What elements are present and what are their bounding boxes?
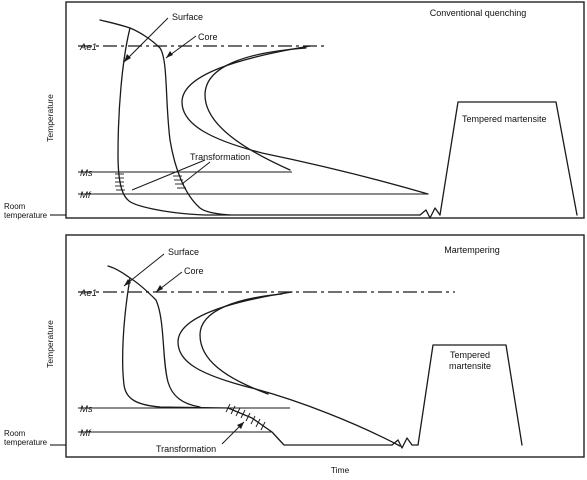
tempered-label-bottom-2: martensite [449, 361, 491, 371]
surface-cooling-curve-top [99, 19, 421, 216]
panel-title-top: Conventional quenching [430, 8, 527, 18]
transformation-hatch-surface-top [115, 173, 125, 191]
tempered-label-top: Tempered martensite [462, 114, 547, 124]
transformation-leader-b-top [181, 161, 211, 185]
ae1-label-top: Ae1 [79, 42, 97, 53]
panel-conventional-quenching: Conventional quenching [4, 1, 585, 220]
panel-frame-top [65, 1, 585, 219]
surface-arrowhead-bottom [124, 279, 131, 286]
core-arrowhead-bottom [156, 285, 163, 292]
transformation-hatch-bottom [225, 403, 266, 431]
ttt-curve-finish-top [181, 45, 429, 195]
y-axis-label-bottom: Temperature [45, 320, 55, 368]
surface-arrowhead-top [124, 54, 131, 62]
tempered-label-bottom-1: Tempered [450, 350, 490, 360]
surface-cooling-curve-bottom [107, 265, 393, 446]
room-temp-label-top-1: Room [4, 202, 26, 211]
room-temp-label-top-2: temperature [4, 211, 48, 220]
panel-title-bottom: Martempering [444, 245, 500, 255]
core-cooling-curve-bottom [129, 277, 201, 408]
y-axis-label-top: Temperature [45, 94, 55, 142]
time-break-bottom [391, 437, 419, 449]
ttt-curve-start-bottom [199, 293, 283, 395]
ms-label-bottom: Ms [80, 404, 93, 415]
panel-frame-bottom [65, 234, 585, 458]
surface-label-bottom: Surface [168, 247, 199, 257]
mf-label-top: Mf [80, 190, 92, 201]
surface-leader-bottom [123, 253, 165, 287]
tempering-curve-bottom [417, 344, 523, 446]
ttt-curve-finish-bottom [177, 291, 401, 447]
tempering-curve-top [439, 101, 578, 216]
surface-leader-top [123, 17, 169, 63]
room-temp-label-bottom-2: temperature [4, 438, 48, 447]
x-axis-label: Time [331, 465, 350, 475]
ae1-label-bottom: Ae1 [79, 288, 97, 299]
transformation-label-bottom: Transformation [156, 444, 216, 454]
core-arrowhead-top [166, 51, 173, 58]
core-label-bottom: Core [184, 266, 204, 276]
panel-martempering: Martempering [4, 234, 585, 458]
surface-label-top: Surface [172, 12, 203, 22]
core-cooling-curve-top [129, 27, 231, 216]
transformation-label-top: Transformation [190, 152, 250, 162]
room-temp-label-bottom-1: Room [4, 429, 26, 438]
transformation-leader-a-top [131, 159, 206, 191]
ms-label-top: Ms [80, 168, 93, 179]
mf-label-bottom: Mf [80, 428, 92, 439]
time-break-top [419, 207, 441, 219]
transformation-arrowhead-bottom [237, 422, 244, 429]
core-label-top: Core [198, 32, 218, 42]
